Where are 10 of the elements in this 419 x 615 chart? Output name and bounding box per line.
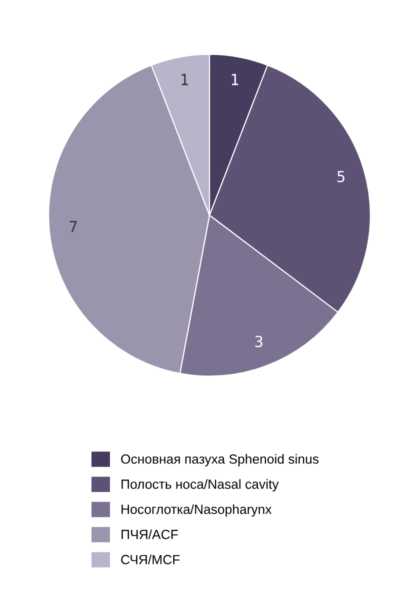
- legend-label: Носоглотка/Nasopharynx: [122, 504, 272, 517]
- legend-label: Основная пазуха Sphenoid sinus: [121, 454, 318, 466]
- data-label: 1: [232, 74, 238, 86]
- data-label: 7: [70, 220, 77, 232]
- data-label: 5: [338, 170, 344, 182]
- data-label: 3: [255, 336, 262, 348]
- legend-label: СЧЯ/MCF: [121, 554, 180, 564]
- legend-label: Полость носа/Nasal cavity: [122, 479, 279, 492]
- legend-label: ПЧЯ/ACF: [122, 529, 178, 540]
- data-label: 1: [182, 74, 188, 86]
